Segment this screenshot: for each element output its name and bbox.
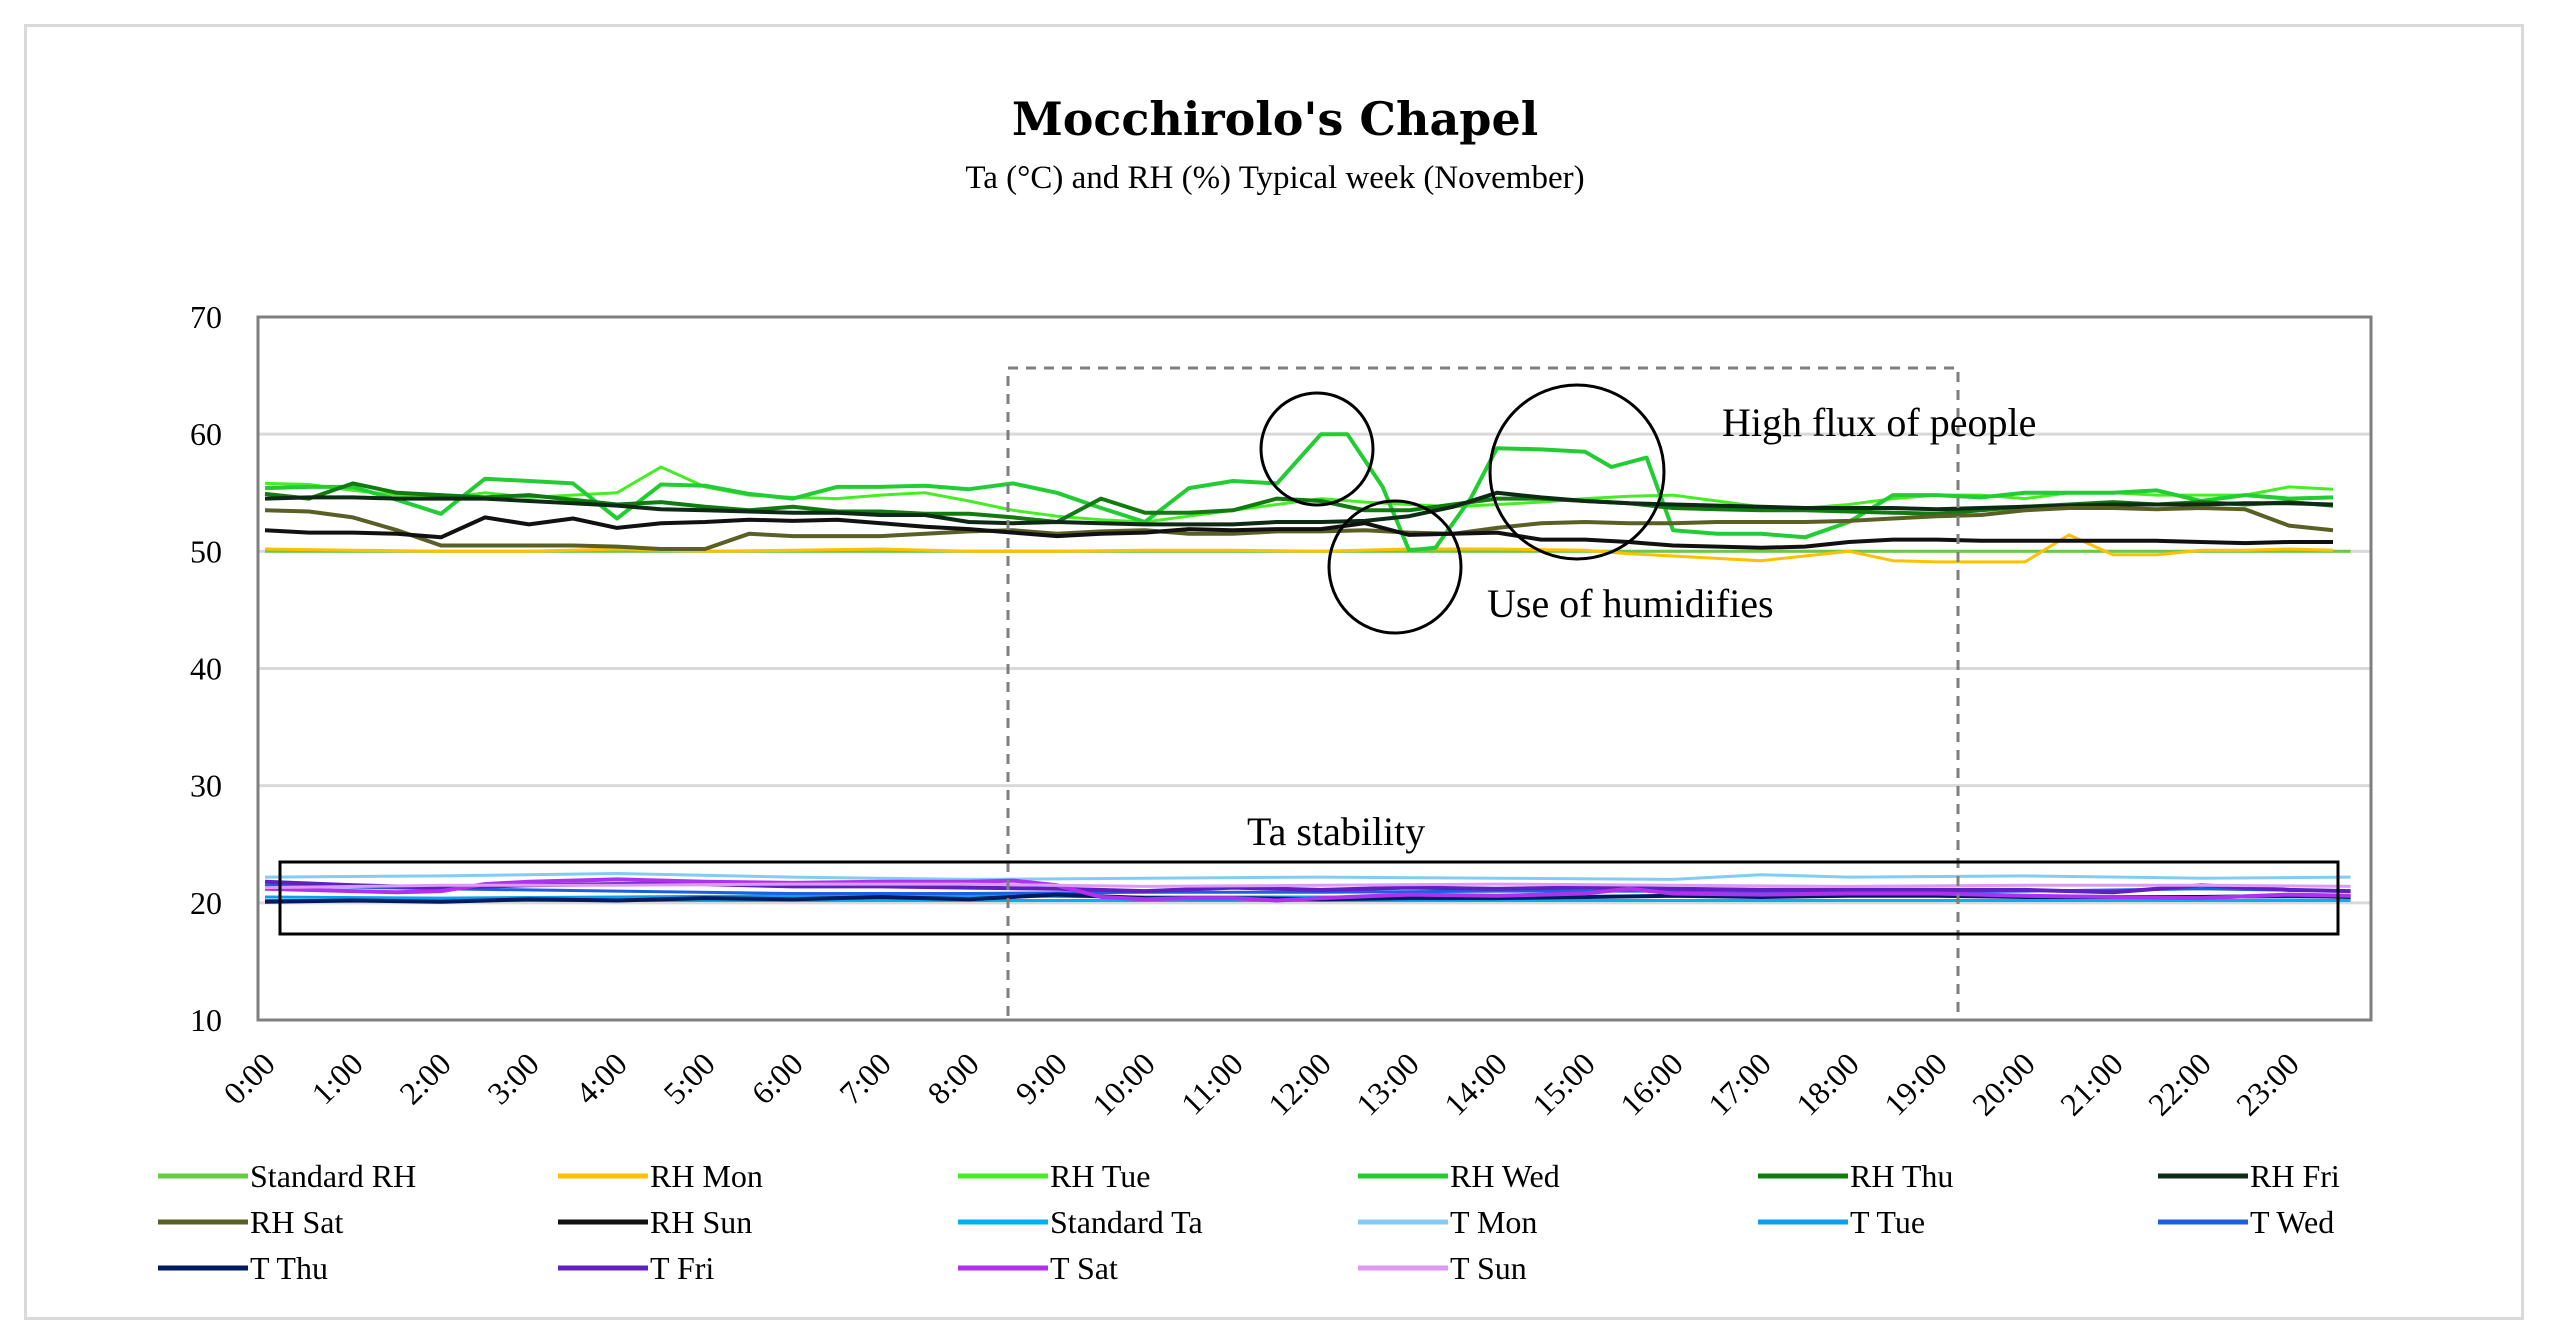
y-tick-label: 10 — [190, 1002, 222, 1038]
x-tick-label: 19:00 — [1877, 1045, 1954, 1122]
legend-label-t-thu: T Thu — [250, 1250, 328, 1286]
legend-label-rh-sun: RH Sun — [650, 1204, 752, 1240]
x-tick-label: 7:00 — [832, 1045, 898, 1111]
legend-label-t-sun: T Sun — [1450, 1250, 1527, 1286]
x-tick-label: 17:00 — [1701, 1045, 1778, 1122]
legend-label-rh-fri: RH Fri — [2250, 1158, 2340, 1194]
series-line-rh-fri — [264, 490, 2334, 527]
y-tick-label: 60 — [190, 416, 222, 452]
x-tick-label: 2:00 — [392, 1045, 458, 1111]
annotation-ta-stability: Ta stability — [1247, 809, 1425, 854]
x-tick-label: 13:00 — [1349, 1045, 1426, 1122]
legend-label-rh-thu: RH Thu — [1850, 1158, 1953, 1194]
x-tick-label: 22:00 — [2141, 1045, 2218, 1122]
high-flux-circle-small — [1259, 391, 1375, 507]
y-tick-label: 50 — [190, 533, 222, 569]
x-tick-label: 5:00 — [656, 1045, 722, 1111]
series-line-rh-mon — [264, 533, 2334, 564]
chart-frame — [24, 24, 2524, 1320]
y-tick-label: 40 — [190, 651, 222, 687]
legend-label-t-tue: T Tue — [1850, 1204, 1925, 1240]
annotation-humidifiers: Use of humidifies — [1487, 581, 1774, 626]
x-tick-label: 11:00 — [1174, 1045, 1250, 1121]
chart-subtitle: Ta (°C) and RH (%) Typical week (Novembe… — [965, 160, 1585, 196]
legend-label-rh-mon: RH Mon — [650, 1158, 763, 1194]
legend-label-t-sat: T Sat — [1050, 1250, 1118, 1286]
x-tick-label: 12:00 — [1261, 1045, 1338, 1122]
legend-label-t-fri: T Fri — [650, 1250, 714, 1286]
x-tick-label: 10:00 — [1085, 1045, 1162, 1122]
series-line-t-sun — [264, 882, 2351, 890]
x-tick-label: 20:00 — [1965, 1045, 2042, 1122]
ta-stability-box — [278, 860, 2340, 936]
legend-label-standard-ta: Standard Ta — [1050, 1204, 1203, 1240]
legend-label-t-wed: T Wed — [2250, 1204, 2334, 1240]
x-tick-label: 15:00 — [1525, 1045, 1602, 1122]
x-tick-label: 16:00 — [1613, 1045, 1690, 1122]
series-line-rh-sun — [264, 515, 2333, 550]
legend: Standard RH RH Mon RH Tue RH Wed RH Thu RH Fr… — [158, 1158, 2340, 1286]
legend-label-t-mon: T Mon — [1450, 1204, 1537, 1240]
x-tick-label: 14:00 — [1437, 1045, 1514, 1122]
plot-area-border — [256, 315, 2373, 1022]
y-tick-label: 20 — [190, 885, 222, 921]
legend-label-standard-rh: Standard RH — [250, 1158, 416, 1194]
legend-label-rh-wed: RH Wed — [1450, 1158, 1560, 1194]
annotation-high-flux: High flux of people — [1722, 400, 2036, 445]
chart-title: Mocchirolo's Chapel — [1011, 92, 1539, 146]
x-tick-label: 8:00 — [920, 1045, 986, 1111]
series-line-rh-sat — [264, 506, 2334, 551]
x-axis-ticks: 0:00 1:00 2:00 3:00 4:00 5:00 6:00 7:00 8:00 9:00… — [216, 1045, 2306, 1122]
y-tick-label: 30 — [190, 768, 222, 804]
legend-label-rh-tue: RH Tue — [1050, 1158, 1151, 1194]
y-tick-label: 70 — [190, 299, 222, 335]
x-tick-label: 4:00 — [568, 1045, 634, 1111]
x-tick-label: 9:00 — [1008, 1045, 1074, 1111]
x-tick-label: 21:00 — [2053, 1045, 2130, 1122]
x-tick-label: 6:00 — [744, 1045, 810, 1111]
peak-hours-dashed-box — [1006, 366, 1960, 1022]
x-tick-label: 1:00 — [304, 1045, 370, 1111]
legend-label-rh-sat: RH Sat — [250, 1204, 343, 1240]
series-line-t-mon — [264, 872, 2351, 881]
humidifier-circle — [1327, 499, 1463, 635]
x-tick-label: 18:00 — [1789, 1045, 1866, 1122]
y-axis-ticks: 10 20 30 40 50 60 70 — [190, 299, 222, 1038]
x-tick-label: 23:00 — [2229, 1045, 2306, 1122]
x-tick-label: 3:00 — [480, 1045, 546, 1111]
annotations: High flux of people Use of humidifies Ta… — [278, 366, 2340, 1022]
x-tick-label: 0:00 — [216, 1045, 282, 1111]
series-line-t-sat — [264, 877, 2351, 903]
series-group — [264, 432, 2351, 904]
high-flux-circle-large — [1488, 383, 1666, 561]
